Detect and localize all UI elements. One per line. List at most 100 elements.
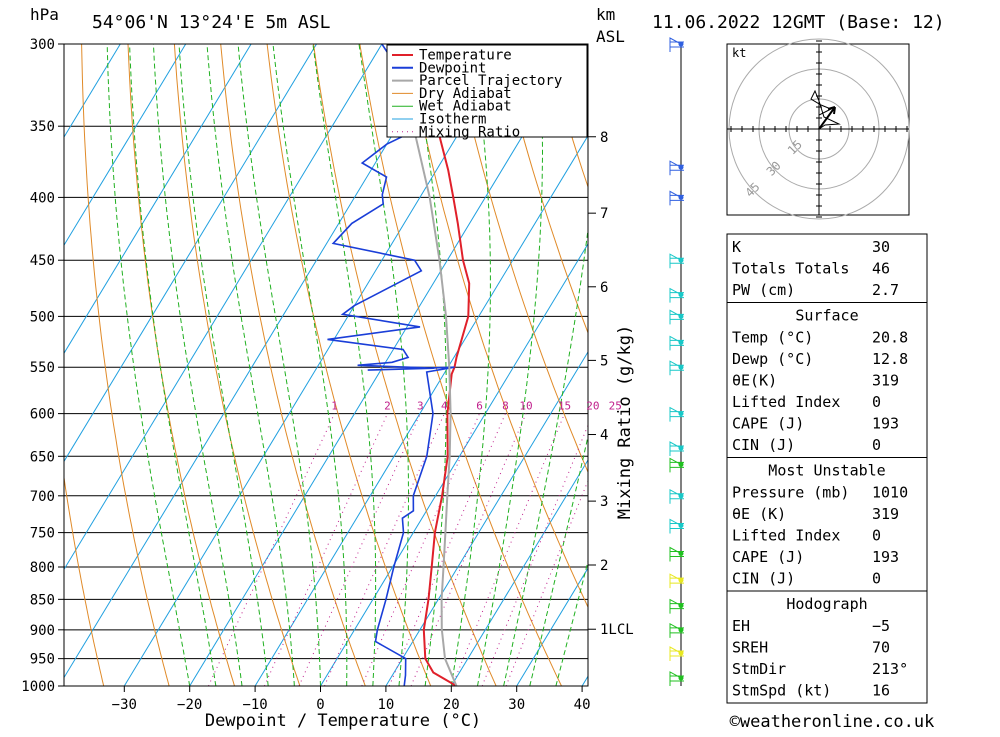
mixing-ratio-label: 3	[417, 400, 424, 413]
index-value: 0	[872, 570, 881, 588]
dry-adiabat-line	[221, 44, 366, 686]
pressure-tick-label: 850	[30, 592, 55, 608]
height-tick-label: 4	[600, 428, 608, 444]
legend-label: Mixing Ratio	[419, 124, 520, 140]
pressure-tick-label: 300	[30, 37, 55, 53]
height-tick-label: 7	[600, 206, 608, 222]
index-label: Temp (°C)	[732, 329, 813, 347]
index-value: −5	[872, 617, 890, 635]
mixing-ratio-line	[482, 414, 593, 686]
mixing-ratio-line	[264, 414, 387, 686]
mixing-ratio-label: 20	[586, 400, 599, 413]
index-value: 0	[872, 393, 881, 411]
index-value: 46	[872, 260, 890, 278]
wet-adiabat-line	[207, 44, 294, 686]
dry-adiabat-line	[82, 44, 170, 686]
index-value: 0	[872, 436, 881, 454]
pressure-tick-label: 450	[30, 253, 55, 269]
mixing-ratio-line	[209, 414, 335, 686]
temperature-tick-label: −20	[177, 697, 202, 713]
wet-adiabat-line	[130, 44, 216, 686]
pressure-unit-label: hPa	[30, 5, 59, 24]
temperature-tick-label: 30	[508, 697, 525, 713]
mixing-ratio-axis-title: Mixing Ratio (g/kg)	[615, 325, 635, 519]
index-label: SREH	[732, 639, 768, 657]
wet-adiabat-line	[107, 44, 190, 686]
index-label: StmSpd (kt)	[732, 682, 831, 700]
pressure-tick-label: 800	[30, 560, 55, 576]
pressure-tick-label: 1000	[21, 679, 55, 695]
height-tick-label: 2	[600, 558, 608, 574]
index-value: 193	[872, 548, 899, 566]
index-label: CIN (J)	[732, 436, 795, 454]
km-asl-label: ASL	[596, 27, 625, 46]
mixing-ratio-line	[452, 414, 564, 686]
height-tick-label: 8	[600, 130, 608, 146]
pressure-tick-label: 350	[30, 119, 55, 135]
index-value: 12.8	[872, 350, 908, 368]
index-label: K	[732, 238, 741, 256]
pressure-tick-label: 750	[30, 526, 55, 542]
x-axis-title: Dewpoint / Temperature (°C)	[205, 711, 481, 731]
km-unit-label: km	[596, 5, 615, 24]
mixing-ratio-label: 15	[558, 400, 571, 413]
index-value: 2.7	[872, 281, 899, 299]
location-title: 54°06'N 13°24'E 5m ASL	[92, 12, 331, 33]
most-unstable-indices-title: Most Unstable	[768, 462, 885, 480]
pressure-tick-label: 700	[30, 489, 55, 505]
isotherm-line	[0, 44, 120, 686]
index-label: CAPE (J)	[732, 415, 804, 433]
dry-adiabat-line	[963, 44, 1000, 686]
mixing-ratio-label: 10	[519, 400, 532, 413]
index-value: 319	[872, 505, 899, 523]
index-label: EH	[732, 617, 750, 635]
pressure-tick-label: 400	[30, 190, 55, 206]
index-value: 30	[872, 238, 890, 256]
index-label: θE (K)	[732, 505, 786, 523]
index-value: 70	[872, 639, 890, 657]
isotherm-line	[0, 44, 186, 686]
wet-adiabat-line	[530, 44, 663, 686]
mixing-ratio-label: 1	[331, 400, 338, 413]
index-label: Pressure (mb)	[732, 484, 849, 502]
temperature-tick-label: −30	[112, 697, 137, 713]
index-value: 20.8	[872, 329, 908, 347]
index-value: 213°	[872, 660, 908, 678]
mixing-ratio-label: 6	[476, 400, 483, 413]
hodograph-indices-title: Hodograph	[786, 595, 867, 613]
index-value: 0	[872, 527, 881, 545]
mixing-ratio-lines	[209, 414, 616, 686]
datetime-title: 11.06.2022 12GMT (Base: 12)	[652, 12, 945, 33]
dry-adiabat-line	[128, 44, 235, 686]
index-label: Lifted Index	[732, 527, 840, 545]
index-value: 1010	[872, 484, 908, 502]
wet-adiabat-line	[153, 44, 242, 686]
index-label: Dewp (°C)	[732, 350, 813, 368]
index-value: 319	[872, 372, 899, 390]
surface-indices-title: Surface	[795, 307, 858, 325]
hodograph-unit: kt	[732, 46, 746, 60]
height-tick-label: 3	[600, 494, 608, 510]
index-label: Lifted Index	[732, 393, 840, 411]
pressure-tick-label: 500	[30, 309, 55, 325]
isotherm-line	[0, 44, 382, 686]
index-label: θE(K)	[732, 372, 777, 390]
height-tick-label: 1LCL	[600, 622, 634, 638]
temperature-tick-label: 40	[574, 697, 591, 713]
index-value: 193	[872, 415, 899, 433]
mixing-ratio-label: 2	[384, 400, 391, 413]
dry-adiabat-line	[916, 44, 1000, 686]
index-label: Totals Totals	[732, 260, 849, 278]
index-label: CIN (J)	[732, 570, 795, 588]
height-tick-label: 5	[600, 353, 608, 369]
pressure-axis: 3003504004505005506006507007508008509009…	[21, 37, 64, 695]
index-value: 16	[872, 682, 890, 700]
pressure-tick-label: 550	[30, 360, 55, 376]
index-label: StmDir	[732, 660, 786, 678]
